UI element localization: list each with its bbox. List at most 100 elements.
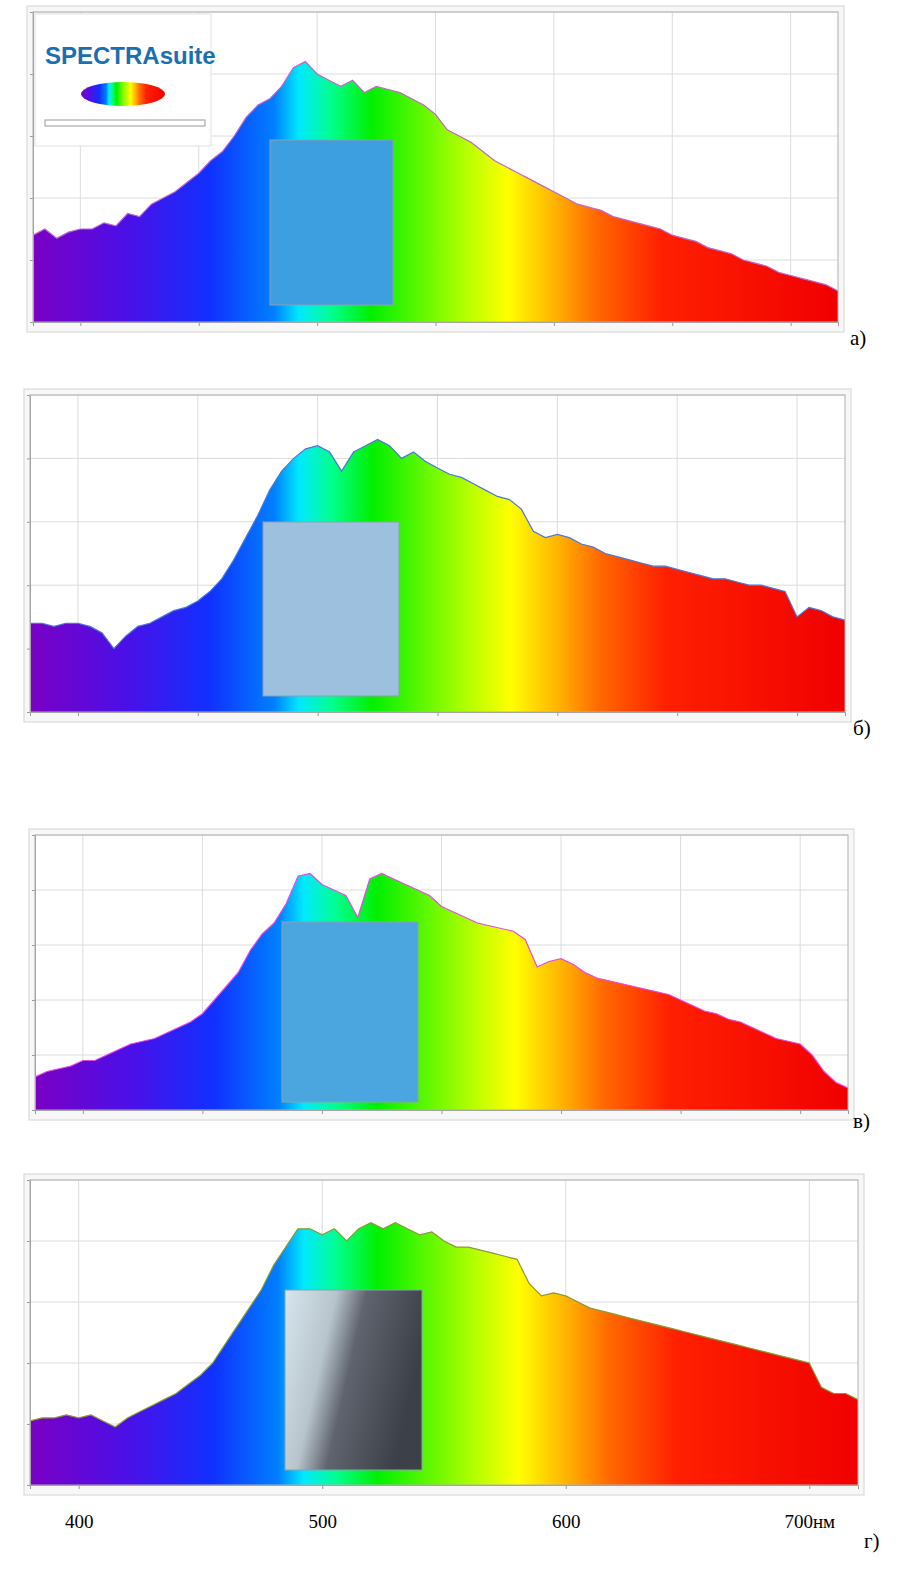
x-tick [317, 322, 318, 326]
spectrum-area [30, 1223, 858, 1485]
spectrum-line [30, 439, 845, 648]
x-tick: 600 [552, 1485, 581, 1532]
panel: 400 500 600 700нм г) [24, 1174, 880, 1553]
x-tick [436, 322, 437, 326]
x-axis [36, 1110, 849, 1114]
panel-label: г) [864, 1529, 880, 1553]
x-tick: 500 [308, 1485, 337, 1532]
logo-bar [45, 120, 205, 126]
photo-inset [285, 1290, 422, 1470]
x-axis-line [36, 1111, 849, 1115]
plot-area [30, 439, 845, 712]
panel: SPECTRAsuite а) [27, 6, 866, 350]
x-tick-label: 400 [65, 1511, 94, 1532]
photo-inset [282, 922, 418, 1102]
x-tick [554, 322, 555, 326]
x-tick-mark [566, 1485, 567, 1489]
x-axis [34, 322, 839, 326]
x-tick [677, 712, 678, 716]
x-tick [318, 712, 319, 716]
x-tick-label: 600 [552, 1511, 581, 1532]
plot-frame [30, 1180, 858, 1485]
x-tick-mark [681, 1110, 682, 1114]
x-tick-mark [322, 1110, 323, 1114]
x-tick-mark [800, 1110, 801, 1114]
spectrum-line [30, 1223, 858, 1427]
x-tick-mark [202, 1110, 203, 1114]
grid [33, 12, 838, 322]
logo-box [35, 14, 211, 146]
x-tick-mark [677, 712, 678, 716]
x-tick [800, 1110, 801, 1114]
photo-inset [263, 522, 399, 696]
grid [30, 1180, 858, 1485]
panel: б) [24, 389, 871, 740]
panel-background [24, 1174, 864, 1495]
figure: SPECTRAsuite а) б) в) 400 500 600 700нм г) [0, 0, 898, 1584]
panel-label: а) [850, 326, 866, 350]
plot-frame [30, 395, 845, 712]
plot-area [30, 1223, 858, 1485]
x-axis-line [31, 713, 846, 717]
x-tick-mark [554, 322, 555, 326]
x-tick [83, 1110, 84, 1114]
plot-area [33, 62, 838, 322]
grid-line-y [35, 890, 848, 891]
spectrum-line [33, 62, 838, 291]
grid [30, 395, 845, 712]
x-tick [80, 322, 81, 326]
panel-label: в) [853, 1109, 870, 1133]
x-tick [78, 712, 79, 716]
x-tick-mark [78, 712, 79, 716]
logo-swatch [81, 82, 165, 106]
plot-area [35, 874, 848, 1111]
x-tick-mark [318, 712, 319, 716]
x-tick [199, 322, 200, 326]
x-tick-mark [317, 322, 318, 326]
x-tick-label: 500 [308, 1511, 337, 1532]
plot-background [30, 395, 845, 712]
x-tick [672, 322, 673, 326]
logo: SPECTRAsuite [35, 14, 216, 146]
x-tick-mark [199, 322, 200, 326]
x-tick-mark [791, 322, 792, 326]
x-tick-mark [809, 1485, 810, 1489]
plot-background [35, 835, 848, 1110]
x-axis-line [34, 323, 839, 327]
x-tick-mark [557, 712, 558, 716]
x-axis: 400 500 600 700нм [31, 1485, 859, 1532]
x-tick [791, 322, 792, 326]
x-tick [322, 1110, 323, 1114]
x-tick [202, 1110, 203, 1114]
spectrum-area [35, 874, 848, 1111]
x-tick-label: 700нм [784, 1511, 835, 1532]
x-tick: 700нм [784, 1485, 835, 1532]
spectrum-line [35, 874, 848, 1089]
plot-frame [33, 12, 838, 322]
photo-inset [270, 140, 393, 305]
x-tick [561, 1110, 562, 1114]
plot-background [33, 12, 838, 322]
x-tick-mark [672, 322, 673, 326]
panel: в) [29, 829, 870, 1133]
x-tick [198, 712, 199, 716]
x-tick-mark [442, 1110, 443, 1114]
x-tick [797, 712, 798, 716]
x-tick-mark [561, 1110, 562, 1114]
grid [35, 835, 848, 1110]
x-tick [442, 1110, 443, 1114]
x-tick-mark [322, 1485, 323, 1489]
spectrum-area [33, 62, 838, 322]
spectrum-area [30, 439, 845, 712]
x-axis [31, 712, 846, 716]
x-tick-mark [80, 322, 81, 326]
x-tick [438, 712, 439, 716]
x-tick-mark [198, 712, 199, 716]
plot-frame [35, 835, 848, 1110]
x-tick [557, 712, 558, 716]
x-tick-mark [438, 712, 439, 716]
panel-background [24, 389, 851, 722]
x-tick-mark [436, 322, 437, 326]
panel-background [27, 6, 844, 332]
x-tick-mark [83, 1110, 84, 1114]
